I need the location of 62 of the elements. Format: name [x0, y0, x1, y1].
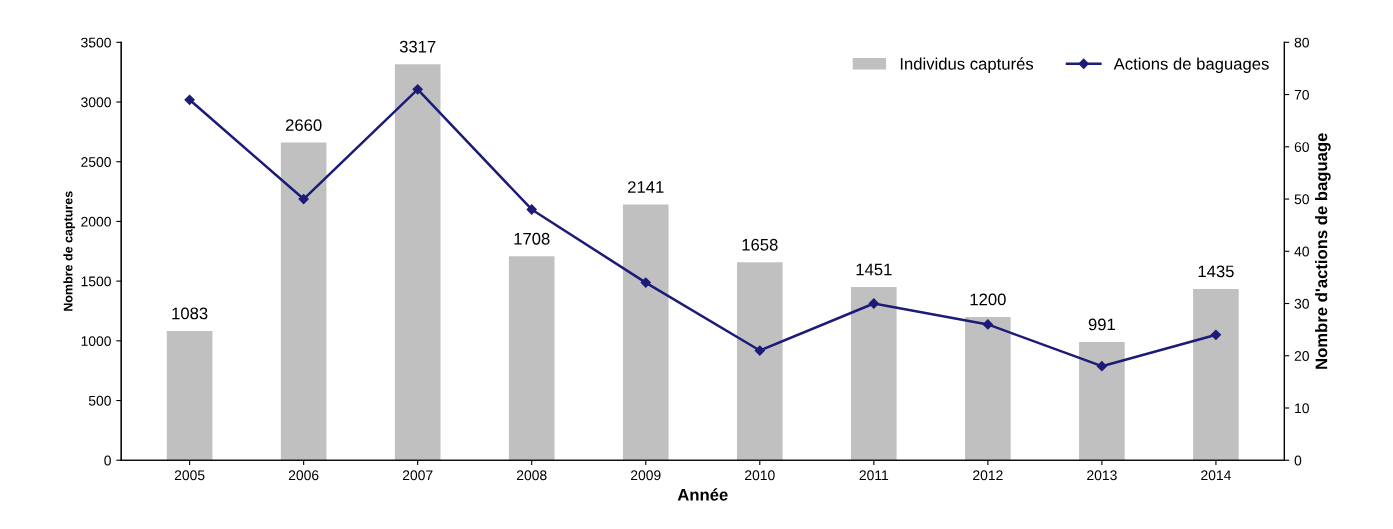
y2-tick-label: 40	[1294, 246, 1309, 257]
x-axis-title: Année	[677, 488, 728, 501]
y2-tick-label: 20	[1294, 351, 1309, 361]
data-label: 1083	[172, 307, 208, 320]
y-tick-label: 1000	[81, 336, 111, 346]
y2-tick-label: 0	[1294, 455, 1302, 466]
y2-tick-label: 50	[1294, 194, 1309, 205]
y2-tick-label: 30	[1294, 298, 1309, 309]
y-tick-label: 3500	[81, 37, 111, 48]
y-tick-label: 500	[88, 395, 111, 406]
x-tick-label: 2010	[745, 470, 775, 481]
x-tick-label: 2005	[174, 470, 205, 481]
data-label: 3317	[399, 40, 436, 53]
x-tick-label: 2007	[402, 470, 433, 481]
data-label: 991	[1088, 318, 1115, 331]
bar	[965, 316, 1011, 461]
point	[868, 298, 879, 309]
legend-label: Individus capturés	[900, 57, 1034, 74]
y-axis-title: Nombre de captures	[63, 191, 76, 311]
bar	[622, 204, 669, 461]
point	[640, 277, 651, 288]
data-label: 2141	[628, 181, 664, 193]
y-tick-label: 1500	[81, 276, 111, 287]
bar	[394, 64, 441, 461]
point	[526, 204, 537, 215]
data-label: 1451	[856, 263, 892, 276]
y-tick-label: 2500	[81, 157, 111, 167]
x-tick-label: 2008	[516, 470, 547, 481]
legend-label: Actions de baguages	[1113, 57, 1269, 74]
x-tick-label: 2012	[973, 470, 1003, 481]
y2-tick-label: 10	[1295, 403, 1309, 414]
bar	[736, 262, 783, 461]
point	[1210, 329, 1222, 340]
bar	[851, 286, 897, 461]
point	[982, 319, 993, 330]
data-label: 1435	[1198, 265, 1234, 278]
y2-tick-label: 70	[1294, 89, 1309, 100]
point	[184, 94, 195, 105]
x-tick-label: 2013	[1087, 470, 1117, 481]
data-label: 1708	[514, 232, 550, 245]
y-tick-label: 2000	[81, 216, 111, 227]
y2-axis-title: Nombre d'actions de baguage	[1315, 133, 1331, 369]
y2-tick-label: 60	[1294, 142, 1309, 152]
bar	[280, 142, 327, 461]
y-tick-label: 3000	[81, 97, 111, 108]
x-tick-label: 2009	[631, 470, 661, 481]
data-label: 1200	[970, 293, 1006, 306]
bar	[1079, 341, 1125, 461]
x-tick-label: 2011	[859, 470, 889, 481]
point	[298, 193, 309, 205]
point	[1096, 361, 1108, 372]
data-label: 1658	[742, 238, 778, 251]
point	[754, 345, 765, 356]
x-tick-label: 2006	[288, 470, 319, 481]
data-label: 2660	[285, 119, 322, 131]
bar	[166, 330, 213, 461]
y-tick-label: 0	[104, 455, 111, 466]
bar	[508, 256, 555, 461]
point	[412, 84, 423, 95]
y2-tick-label: 80	[1294, 37, 1309, 48]
bar	[1193, 288, 1239, 461]
x-tick-label: 2014	[1201, 470, 1231, 481]
